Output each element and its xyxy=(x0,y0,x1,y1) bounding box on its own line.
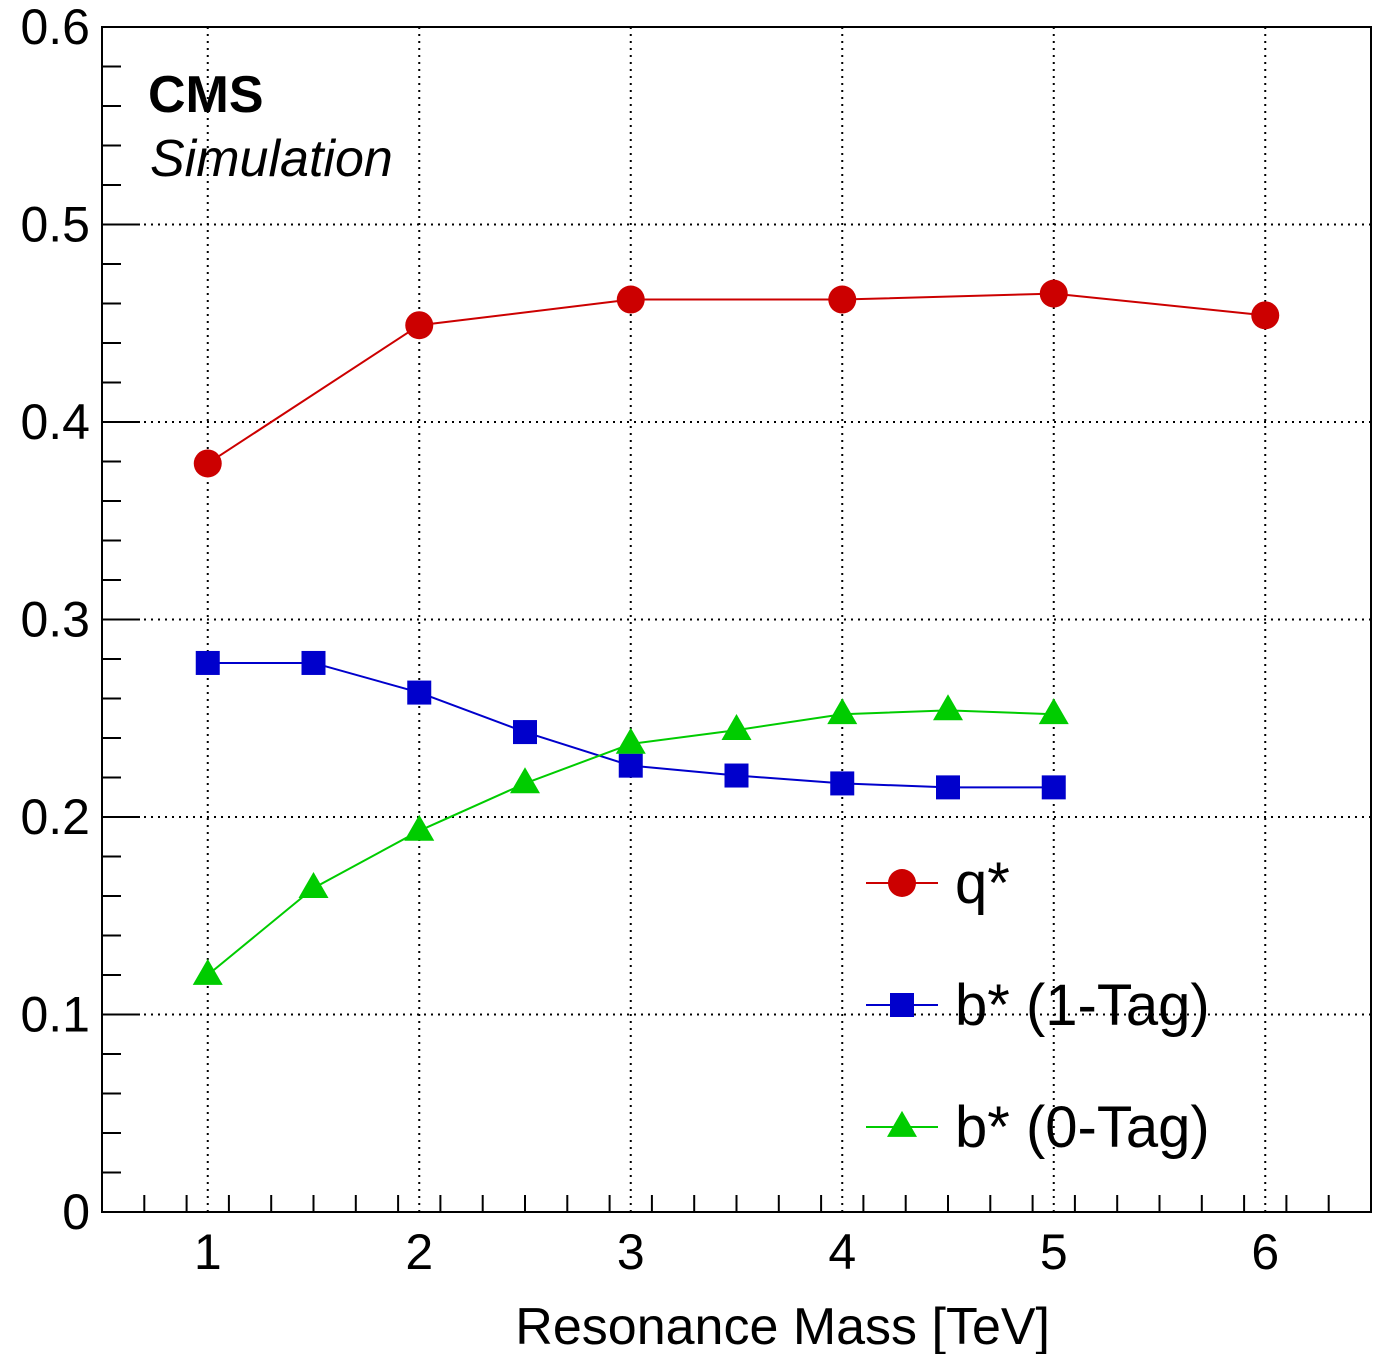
label-layer: CMS Simulation Resonance Mass [TeV] xyxy=(148,66,1050,1354)
data-point xyxy=(301,650,326,675)
data-point xyxy=(828,285,857,314)
legend-label: q* xyxy=(955,851,1010,916)
legend-marker xyxy=(887,1110,917,1137)
y-tick-label: 0.1 xyxy=(20,987,90,1043)
y-tick-label: 0.3 xyxy=(20,592,90,648)
axis-layer: 0 0.1 0.2 0.3 0.4 0.5 0.6 1 2 3 4 5 6 xyxy=(20,0,1372,1280)
y-tick-label: 0.4 xyxy=(20,394,90,450)
series-layer xyxy=(192,279,1280,985)
data-point xyxy=(721,713,752,740)
data-point xyxy=(407,680,432,705)
legend-marker xyxy=(890,993,914,1017)
x-tick-label: 3 xyxy=(617,1224,645,1280)
x-tick-label: 5 xyxy=(1040,1224,1068,1280)
data-point xyxy=(1041,775,1066,800)
data-point xyxy=(1251,301,1280,330)
legend: q* b* (1-Tag) b* (0-Tag) xyxy=(866,851,1210,1160)
grid-layer xyxy=(102,27,1371,1212)
data-point xyxy=(936,775,960,800)
x-tick-label: 6 xyxy=(1251,1224,1279,1280)
data-point xyxy=(192,958,223,985)
legend-entry: b* (0-Tag) xyxy=(866,1095,1210,1160)
data-point xyxy=(513,720,537,745)
legend-label: b* (0-Tag) xyxy=(955,1095,1210,1160)
data-point xyxy=(830,771,855,796)
data-point xyxy=(298,871,329,898)
x-tick-label: 1 xyxy=(194,1224,222,1280)
legend-marker xyxy=(888,869,916,897)
series-line xyxy=(207,292,1266,465)
legend-entry: b* (1-Tag) xyxy=(866,973,1210,1038)
y-tick-label: 0.5 xyxy=(20,197,90,253)
data-point xyxy=(1039,279,1068,308)
data-point xyxy=(510,767,540,794)
y-tick-label: 0.6 xyxy=(20,0,90,55)
y-tick-label: 0 xyxy=(62,1184,90,1240)
data-point xyxy=(933,694,963,721)
x-axis-title: Resonance Mass [TeV] xyxy=(515,1298,1050,1354)
legend-label: b* (1-Tag) xyxy=(955,973,1210,1038)
data-point xyxy=(405,311,434,340)
data-point xyxy=(615,727,646,754)
data-point xyxy=(404,814,435,841)
legend-entry: q* xyxy=(866,851,1010,916)
data-point xyxy=(827,698,858,725)
data-point xyxy=(618,753,643,778)
x-tick-label: 4 xyxy=(828,1224,856,1280)
series-0 xyxy=(193,279,1280,478)
series-1 xyxy=(195,650,1066,800)
experiment-label: CMS xyxy=(148,66,264,124)
simulation-label: Simulation xyxy=(150,130,393,188)
data-point xyxy=(193,449,222,478)
y-tick-label: 0.2 xyxy=(20,789,90,845)
data-point xyxy=(1038,698,1069,725)
data-point xyxy=(195,650,220,675)
series-2 xyxy=(192,694,1069,985)
x-tick-label: 2 xyxy=(405,1224,433,1280)
data-point xyxy=(724,763,749,788)
data-point xyxy=(616,285,645,314)
